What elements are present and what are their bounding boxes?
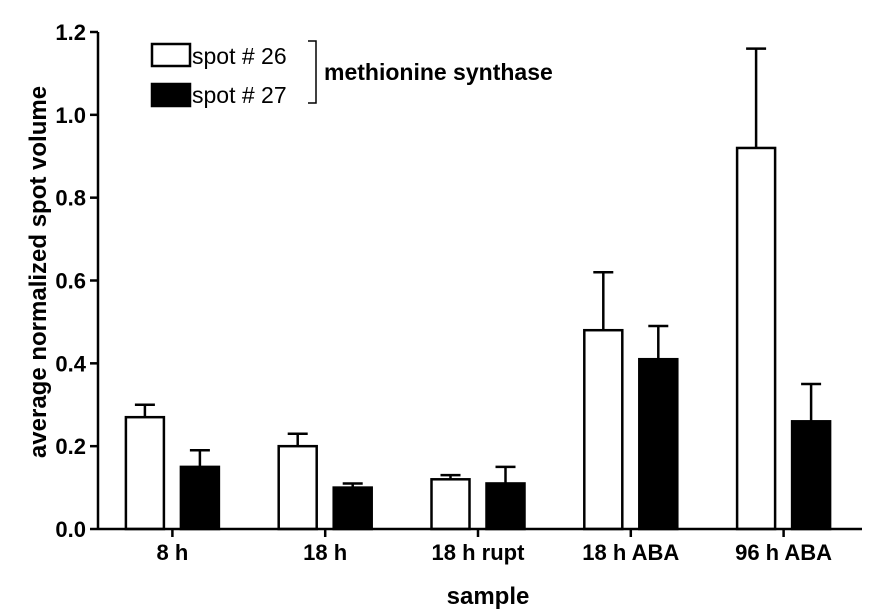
x-tick-label-1: 18 h bbox=[303, 540, 347, 565]
x-axis-title: sample bbox=[447, 583, 530, 610]
legend-bracket bbox=[308, 40, 317, 104]
y-tick-label-4: 0.8 bbox=[55, 186, 86, 211]
legend: spot # 26 spot # 27 methionine synthase bbox=[150, 40, 553, 108]
y-tick-label-5: 1.0 bbox=[55, 103, 86, 128]
x-tick-label-0: 8 h bbox=[157, 540, 189, 565]
bar-1-3 bbox=[638, 357, 679, 531]
bar-1-0 bbox=[179, 465, 221, 531]
x-tick-label-4: 96 h ABA bbox=[735, 540, 832, 565]
legend-label-spot-27: spot # 27 bbox=[192, 82, 287, 108]
legend-label-spot-26: spot # 26 bbox=[192, 43, 287, 69]
bar-0-1 bbox=[277, 444, 318, 531]
y-tick-label-6: 1.2 bbox=[55, 20, 86, 45]
bar-0-2 bbox=[430, 478, 471, 531]
bar-0-4 bbox=[735, 146, 777, 531]
plot-area: 8 h 18 h 18 h rupt 18 h ABA 96 h ABA 0.0 0.2 0.… bbox=[55, 20, 862, 565]
y-tick-label-3: 0.6 bbox=[55, 269, 86, 294]
x-tick-label-2: 18 h rupt bbox=[432, 540, 526, 565]
legend-swatch-spot-26 bbox=[150, 42, 192, 68]
bar-1-4 bbox=[790, 420, 832, 531]
legend-group-label: methionine synthase bbox=[324, 59, 553, 85]
y-tick-label-0: 0.0 bbox=[55, 517, 86, 542]
legend-swatch-spot-27 bbox=[150, 82, 192, 108]
bar-0-0 bbox=[124, 415, 166, 531]
y-axis-title: average normalized spot volume bbox=[25, 86, 52, 458]
x-tick-label-3: 18 h ABA bbox=[582, 540, 679, 565]
y-tick-label-1: 0.2 bbox=[55, 434, 86, 459]
y-tick-label-2: 0.4 bbox=[55, 351, 86, 376]
bar-1-1 bbox=[332, 486, 373, 531]
bar-0-3 bbox=[583, 328, 624, 531]
bar-1-2 bbox=[485, 482, 526, 531]
